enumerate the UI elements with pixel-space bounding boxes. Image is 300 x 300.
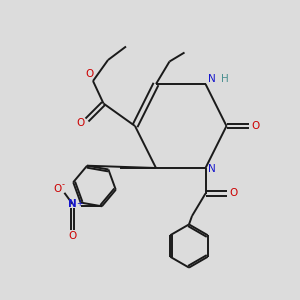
- Text: H: H: [221, 74, 229, 85]
- Text: +: +: [76, 200, 83, 208]
- Text: N: N: [208, 74, 216, 85]
- Text: O: O: [68, 231, 76, 241]
- Text: N: N: [68, 199, 77, 209]
- Text: -: -: [61, 180, 64, 189]
- Text: O: O: [86, 69, 94, 80]
- Text: O: O: [229, 188, 237, 199]
- Text: O: O: [76, 118, 85, 128]
- Text: O: O: [54, 184, 62, 194]
- Text: N: N: [208, 164, 215, 175]
- Text: O: O: [251, 121, 260, 131]
